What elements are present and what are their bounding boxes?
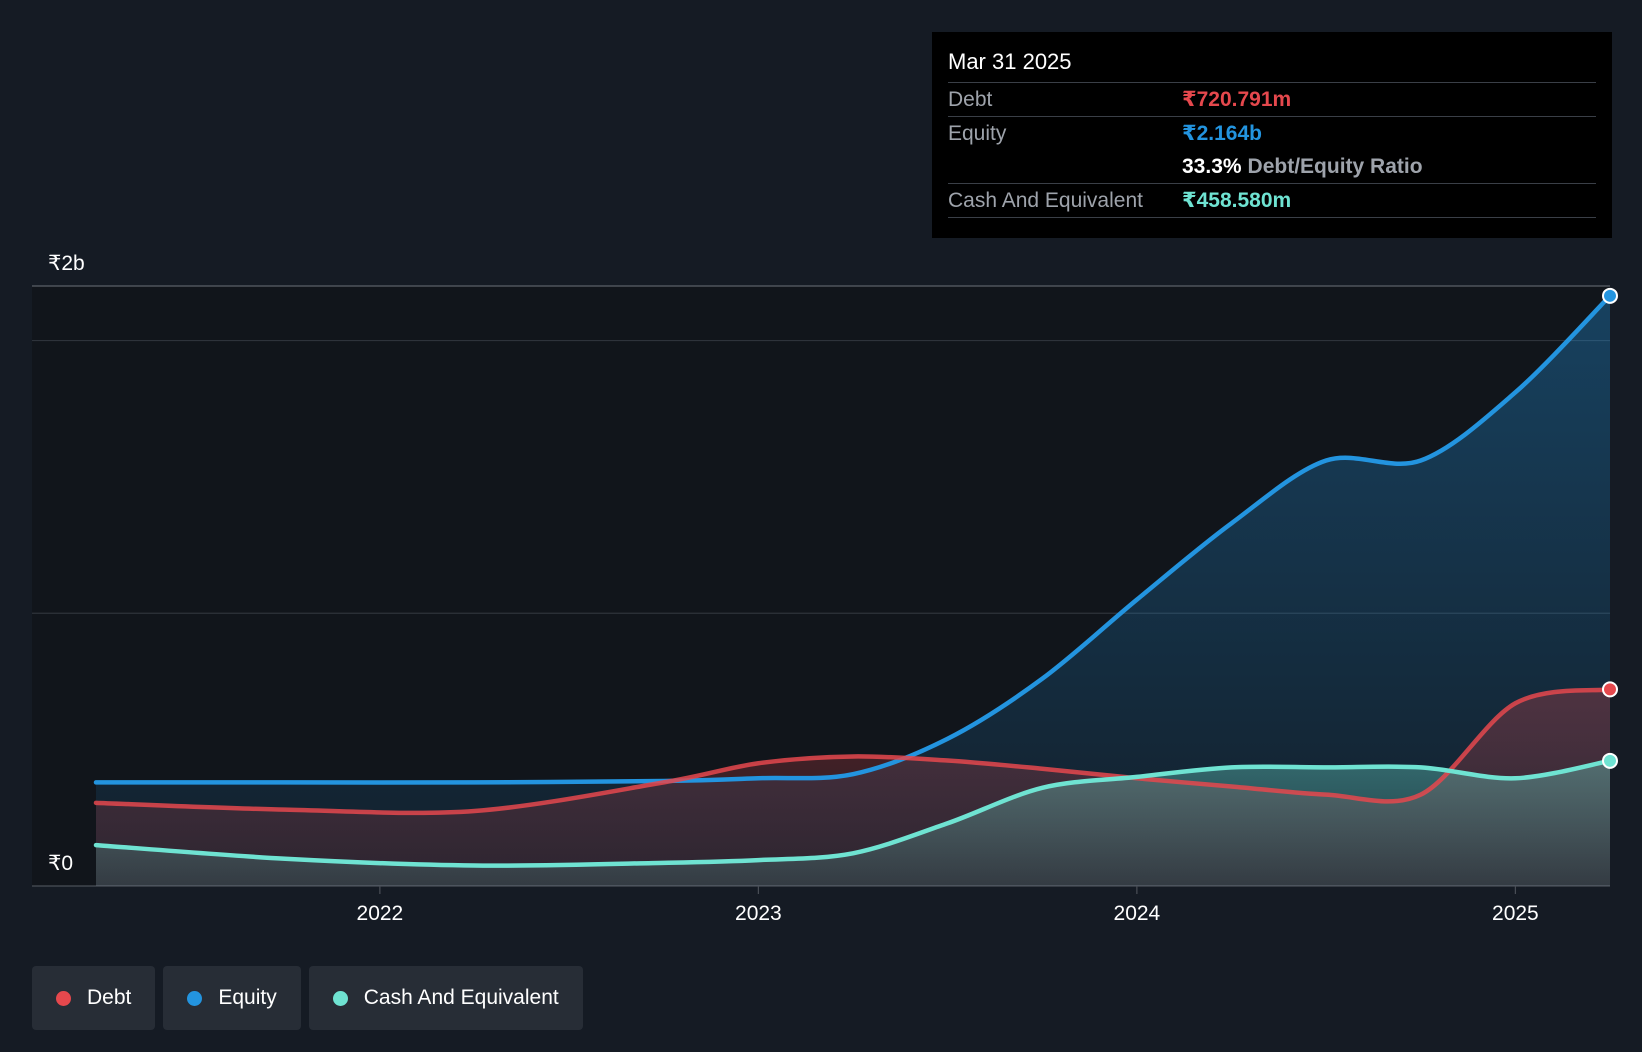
cash-line: [93, 758, 1613, 868]
equity-line: [93, 293, 1613, 785]
debt-line: [93, 687, 1613, 816]
x-tick-label: 2024: [1114, 902, 1161, 925]
y-tick-label: ₹0: [48, 852, 73, 875]
cash-end-point: [1602, 752, 1618, 769]
legend-item-cash[interactable]: Cash And Equivalent: [308, 966, 583, 1030]
x-tick-label: 2022: [357, 902, 404, 925]
legend: Debt Equity Cash And Equivalent: [32, 966, 583, 1030]
legend-item-equity[interactable]: Equity: [163, 966, 301, 1030]
tooltip-date: Mar 31 2025: [948, 49, 1072, 74]
y-tick-label: ₹2b: [48, 252, 85, 275]
equity-dot-icon: [187, 990, 203, 1006]
tooltip-debt-label: Debt: [948, 88, 993, 111]
tooltip-cash-label: Cash And Equivalent: [948, 189, 1143, 212]
legend-label-cash: Cash And Equivalent: [363, 986, 559, 1009]
legend-label-debt: Debt: [87, 986, 132, 1009]
tooltip-ratio-row: 33.3% Debt/Equity Ratio: [948, 150, 1596, 183]
equity-end-point: [1602, 287, 1618, 304]
tooltip-equity-row: Equity ₹2.164b: [948, 116, 1596, 150]
tooltip-ratio-label: Debt/Equity Ratio: [1247, 155, 1423, 178]
x-tick-label: 2023: [735, 902, 782, 925]
debt-end-point: [1602, 681, 1618, 698]
tooltip-debt-value: ₹720.791m: [1182, 88, 1292, 111]
equity-area: [96, 295, 1610, 886]
debt-dot-icon: [56, 990, 71, 1006]
legend-item-debt[interactable]: Debt: [32, 966, 156, 1030]
legend-label-equity: Equity: [218, 986, 277, 1009]
tooltip-panel: Mar 31 2025 Debt ₹720.791m Equity ₹2.164…: [932, 32, 1612, 238]
tooltip-cash-row: Cash And Equivalent ₹458.580m: [948, 183, 1596, 218]
cash-dot-icon: [332, 990, 348, 1006]
tooltip-equity-value: ₹2.164b: [1182, 122, 1262, 145]
tooltip-cash-value: ₹458.580m: [1182, 189, 1292, 212]
tooltip-equity-label: Equity: [948, 122, 1007, 145]
x-tick-label: 2025: [1492, 902, 1539, 925]
cash-area: [96, 760, 1610, 886]
tooltip-debt-row: Debt ₹720.791m: [948, 82, 1596, 116]
tooltip-ratio-value: 33.3%: [1182, 155, 1242, 178]
